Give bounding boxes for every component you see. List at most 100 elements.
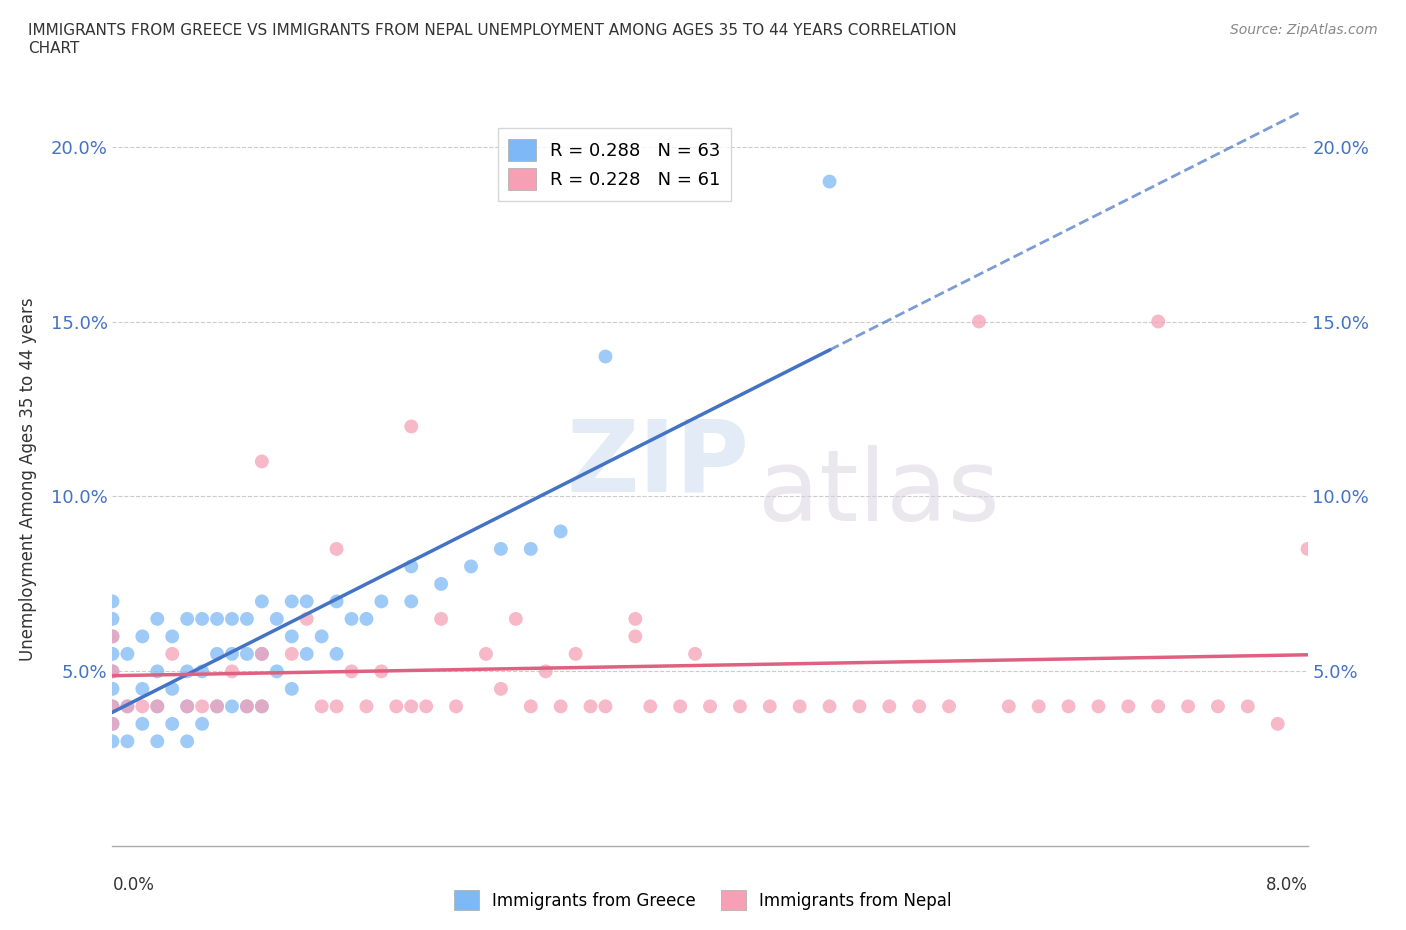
Point xyxy=(998,699,1021,714)
Point xyxy=(1237,699,1260,714)
Point xyxy=(101,664,124,679)
Point xyxy=(550,699,572,714)
Point xyxy=(311,629,333,644)
Point xyxy=(266,611,288,626)
Point xyxy=(162,682,183,697)
Point xyxy=(818,174,841,189)
Point xyxy=(101,646,124,661)
Point xyxy=(908,699,931,714)
Point xyxy=(595,699,617,714)
Point xyxy=(818,699,841,714)
Text: Source: ZipAtlas.com: Source: ZipAtlas.com xyxy=(1230,23,1378,37)
Point xyxy=(789,699,811,714)
Point xyxy=(550,524,572,538)
Point xyxy=(401,419,423,434)
Point xyxy=(1267,716,1289,731)
Point xyxy=(401,699,423,714)
Point xyxy=(356,699,378,714)
Point xyxy=(131,629,153,644)
Legend: Immigrants from Greece, Immigrants from Nepal: Immigrants from Greece, Immigrants from … xyxy=(447,884,959,917)
Point xyxy=(759,699,782,714)
Point xyxy=(579,699,602,714)
Point xyxy=(1296,541,1319,556)
Point xyxy=(221,699,243,714)
Point xyxy=(101,594,124,609)
Point xyxy=(101,629,124,644)
Point xyxy=(1118,699,1140,714)
Point xyxy=(101,716,124,731)
Point xyxy=(146,699,169,714)
Point xyxy=(236,646,259,661)
Point xyxy=(520,541,543,556)
Point xyxy=(401,559,423,574)
Text: IMMIGRANTS FROM GREECE VS IMMIGRANTS FROM NEPAL UNEMPLOYMENT AMONG AGES 35 TO 44: IMMIGRANTS FROM GREECE VS IMMIGRANTS FRO… xyxy=(28,23,956,56)
Point xyxy=(430,577,453,591)
Point xyxy=(281,646,304,661)
Point xyxy=(640,699,662,714)
Point xyxy=(728,699,751,714)
Point xyxy=(281,629,304,644)
Point xyxy=(221,646,243,661)
Point xyxy=(1147,314,1170,329)
Point xyxy=(146,611,169,626)
Point xyxy=(1206,699,1229,714)
Point xyxy=(967,314,990,329)
Point xyxy=(669,699,692,714)
Text: atlas: atlas xyxy=(758,445,1000,542)
Point xyxy=(401,594,423,609)
Text: 0.0%: 0.0% xyxy=(112,876,155,894)
Point xyxy=(117,734,139,749)
Point xyxy=(176,611,198,626)
Point xyxy=(101,716,124,731)
Point xyxy=(295,611,318,626)
Point xyxy=(699,699,721,714)
Point xyxy=(191,716,214,731)
Point xyxy=(162,646,183,661)
Point xyxy=(534,664,557,679)
Point xyxy=(489,682,512,697)
Point xyxy=(101,629,124,644)
Point xyxy=(250,699,273,714)
Point xyxy=(281,682,304,697)
Point xyxy=(236,699,259,714)
Y-axis label: Unemployment Among Ages 35 to 44 years: Unemployment Among Ages 35 to 44 years xyxy=(18,298,37,660)
Point xyxy=(340,611,363,626)
Point xyxy=(325,699,347,714)
Point xyxy=(101,734,124,749)
Point xyxy=(176,699,198,714)
Point xyxy=(117,646,139,661)
Point xyxy=(281,594,304,609)
Point xyxy=(205,646,228,661)
Point xyxy=(311,699,333,714)
Point xyxy=(176,699,198,714)
Point xyxy=(250,454,273,469)
Point xyxy=(1028,699,1050,714)
Point xyxy=(191,611,214,626)
Point xyxy=(205,611,228,626)
Point xyxy=(1087,699,1109,714)
Point xyxy=(117,699,139,714)
Point xyxy=(162,629,183,644)
Point xyxy=(236,699,259,714)
Point xyxy=(444,699,467,714)
Point xyxy=(131,699,153,714)
Point xyxy=(520,699,543,714)
Point xyxy=(250,646,273,661)
Point xyxy=(938,699,960,714)
Point xyxy=(385,699,408,714)
Point xyxy=(250,646,273,661)
Point xyxy=(370,594,392,609)
Legend: R = 0.288   N = 63, R = 0.228   N = 61: R = 0.288 N = 63, R = 0.228 N = 61 xyxy=(498,128,731,201)
Point xyxy=(101,611,124,626)
Point xyxy=(236,611,259,626)
Point xyxy=(624,629,647,644)
Point xyxy=(1177,699,1199,714)
Text: 8.0%: 8.0% xyxy=(1265,876,1308,894)
Point xyxy=(191,699,214,714)
Point xyxy=(250,699,273,714)
Point xyxy=(131,682,153,697)
Point xyxy=(325,541,347,556)
Point xyxy=(205,699,228,714)
Point xyxy=(505,611,527,626)
Point xyxy=(101,664,124,679)
